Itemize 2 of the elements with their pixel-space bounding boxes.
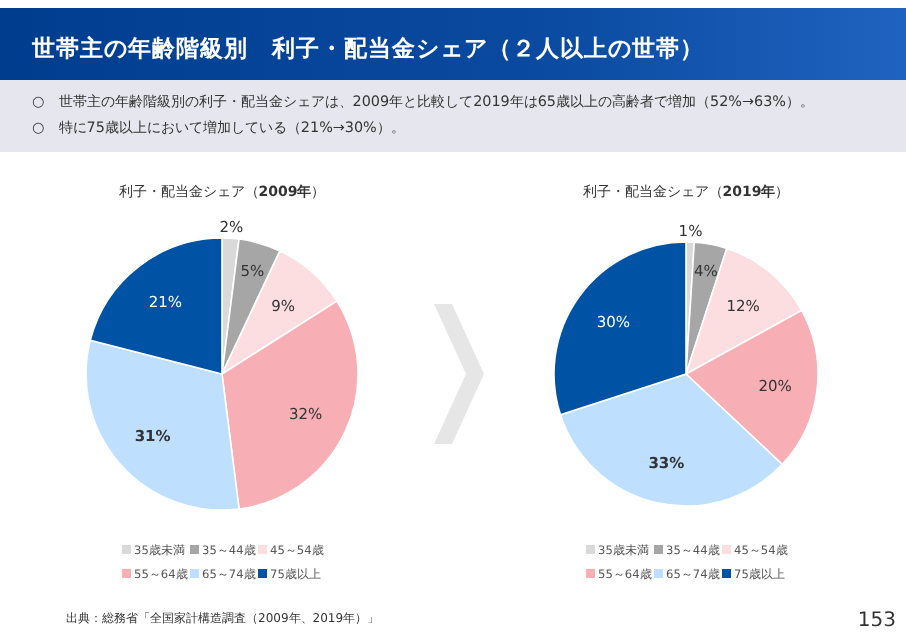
text: 153 [857,610,896,632]
text: 世帯主の年齢階級別 利子・配当金シェア（２人以上の世帯） [30,34,704,62]
